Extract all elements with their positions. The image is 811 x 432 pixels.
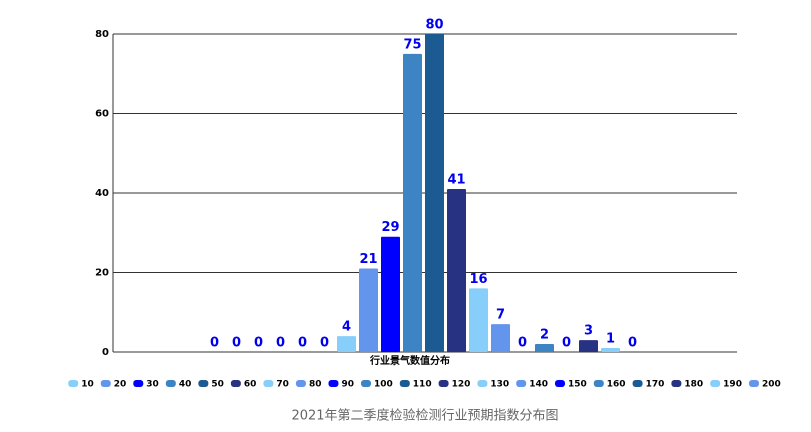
legend-label: 120 (452, 380, 471, 390)
legend-label: 50 (211, 380, 224, 390)
legend-label: 20 (114, 380, 127, 390)
value-label: 0 (320, 336, 329, 351)
legend-swatch (710, 380, 721, 387)
legend-swatch (328, 380, 339, 387)
value-label: 80 (425, 18, 443, 33)
y-tick-label: 40 (95, 188, 109, 199)
legend-swatch (198, 380, 209, 387)
legend-label: 180 (684, 380, 703, 390)
legend-swatch (230, 380, 241, 387)
legend-swatch (477, 380, 488, 387)
value-label: 0 (232, 336, 241, 351)
bar (337, 336, 356, 352)
legend-label: 60 (244, 380, 257, 390)
value-label: 75 (403, 37, 421, 52)
legend-label: 10 (81, 380, 94, 390)
legend-swatch (133, 380, 144, 387)
value-label: 7 (496, 308, 505, 323)
legend-label: 30 (146, 380, 159, 390)
value-label: 4 (342, 320, 351, 335)
legend-swatch (68, 380, 79, 387)
legend-label: 90 (341, 380, 354, 390)
legend-swatch (593, 380, 604, 387)
value-label: 3 (584, 324, 593, 339)
legend-label: 80 (309, 380, 322, 390)
value-label: 41 (447, 173, 465, 188)
y-tick-label: 0 (102, 347, 109, 358)
bar (469, 288, 488, 352)
value-label: 0 (276, 336, 285, 351)
legend-swatch (632, 380, 643, 387)
legend-swatch (399, 380, 410, 387)
value-label: 0 (254, 336, 263, 351)
legend-swatch (263, 380, 274, 387)
bar (601, 348, 620, 352)
legend-label: 140 (529, 380, 548, 390)
legend-swatch (295, 380, 306, 387)
legend-label: 70 (276, 380, 289, 390)
legend-swatch (361, 380, 372, 387)
legend-label: 130 (490, 380, 509, 390)
value-label: 16 (469, 272, 487, 287)
legend-swatch (554, 380, 565, 387)
bar (579, 340, 598, 352)
legend-label: 170 (646, 380, 665, 390)
y-tick-label: 60 (95, 109, 109, 120)
legend-label: 190 (723, 380, 742, 390)
value-label: 29 (381, 220, 399, 235)
legend-label: 110 (413, 380, 432, 390)
legend-swatch (671, 380, 682, 387)
legend-swatch (100, 380, 111, 387)
value-label: 21 (359, 252, 377, 267)
y-tick-label: 80 (95, 29, 109, 40)
bar (447, 189, 466, 352)
legend-label: 100 (374, 380, 393, 390)
bar (535, 344, 554, 352)
legend-swatch (165, 380, 176, 387)
bar (491, 324, 510, 352)
value-label: 0 (562, 336, 571, 351)
value-label: 0 (298, 336, 307, 351)
legend-label: 150 (568, 380, 587, 390)
bar (381, 236, 400, 352)
legend-label: 160 (607, 380, 626, 390)
y-tick-label: 20 (95, 268, 109, 279)
bar (425, 34, 444, 352)
value-label: 0 (628, 336, 637, 351)
bar (359, 268, 378, 352)
legend-label: 200 (762, 380, 781, 390)
legend-swatch (516, 380, 527, 387)
x-tick-label: 行业景气数值分布 (369, 354, 450, 367)
legend-swatch (748, 380, 759, 387)
value-label: 0 (518, 336, 527, 351)
value-label: 0 (210, 336, 219, 351)
chart-title: 2021年第二季度检验检测行业预期指数分布图 (291, 408, 558, 424)
value-label: 1 (606, 332, 615, 347)
legend-label: 40 (179, 380, 192, 390)
bar (403, 53, 422, 352)
legend-swatch (438, 380, 449, 387)
value-label: 2 (540, 328, 549, 343)
